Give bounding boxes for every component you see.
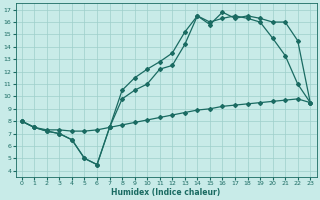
X-axis label: Humidex (Indice chaleur): Humidex (Indice chaleur) <box>111 188 221 197</box>
